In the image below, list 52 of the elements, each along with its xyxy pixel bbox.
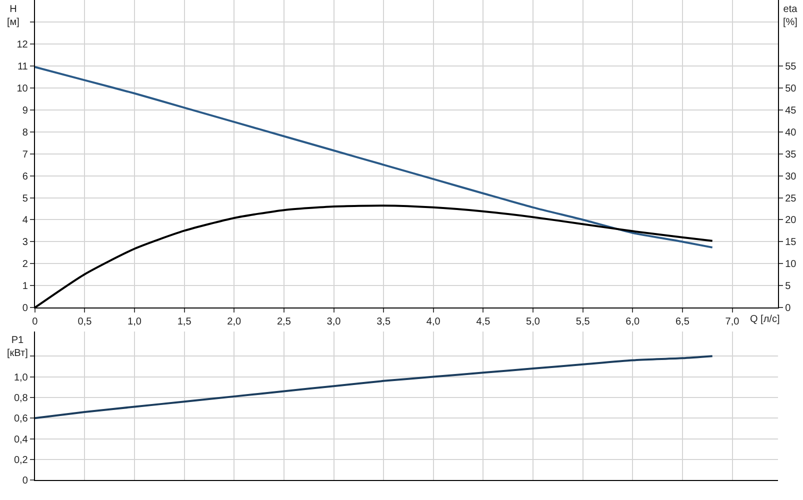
x-tick-label: 6,0 [626,316,640,328]
x-tick-label: 2,5 [276,316,292,328]
y-tick-label: 0 [22,303,28,314]
y2-tick-label: 15 [785,237,797,248]
x-tick-label: 0 [32,316,38,328]
x-axis-title: Q [л/с] [750,314,780,325]
x-tick-label: 0,5 [78,316,92,328]
y2-tick-label: 55 [785,61,797,72]
y2-tick-label: 40 [785,127,797,138]
y-tick-label: 0,8 [14,392,28,404]
y2-axis-title: eta [%] [783,4,798,28]
y-tick-label: 9 [22,105,28,116]
y2-tick-label: 30 [785,171,797,182]
x-tick-label: 6,5 [675,316,690,328]
y-tick-label: 11 [17,61,28,72]
x-tick-label: 4,0 [426,316,441,328]
x-tick-label: 5,5 [576,316,590,328]
y-axis-title: P1 [кВт] [7,335,28,359]
x-tick-label: 5,0 [526,316,540,328]
y-tick-label: 0,6 [14,414,28,425]
line-series [34,66,714,248]
x-tick-label: 2,0 [227,316,242,328]
y-tick-label: 8 [22,127,28,138]
line-series [34,355,714,420]
x-tick-label: 3,5 [376,316,391,328]
y-tick-label: 1,0 [14,372,28,384]
y-tick-label: 4 [22,215,28,226]
x-tick-label: 3,0 [326,316,342,328]
y-tick-label: 12 [16,39,28,50]
y-tick-label: 0 [22,476,28,487]
y-tick-label: 6 [22,171,28,182]
y-tick-label: 5 [22,193,28,204]
y-tick-label: 3 [22,237,28,248]
y2-tick-label: 45 [785,105,797,116]
y2-tick-label: 10 [785,259,797,270]
y2-tick-label: 50 [785,83,797,94]
x-tick-label: 1,5 [177,316,192,328]
y2-tick-label: 5 [785,281,792,292]
x-tick-label: 1,0 [128,316,142,328]
y2-tick-label: 20 [785,215,797,226]
y-tick-label: 2 [22,259,28,270]
y-tick-label: 0,4 [14,434,28,446]
x-tick-label: 7,0 [725,316,740,328]
y-tick-label: 0,2 [14,455,28,466]
y-tick-label: 7 [22,149,28,160]
y2-tick-label: 25 [785,193,797,204]
y-axis-title: H [м] [7,4,20,28]
y2-tick-label: 0 [785,303,792,314]
y-tick-label: 10 [16,83,28,94]
y2-tick-label: 35 [785,149,797,160]
y-tick-label: 1 [22,281,28,292]
x-tick-label: 4,5 [476,316,491,328]
